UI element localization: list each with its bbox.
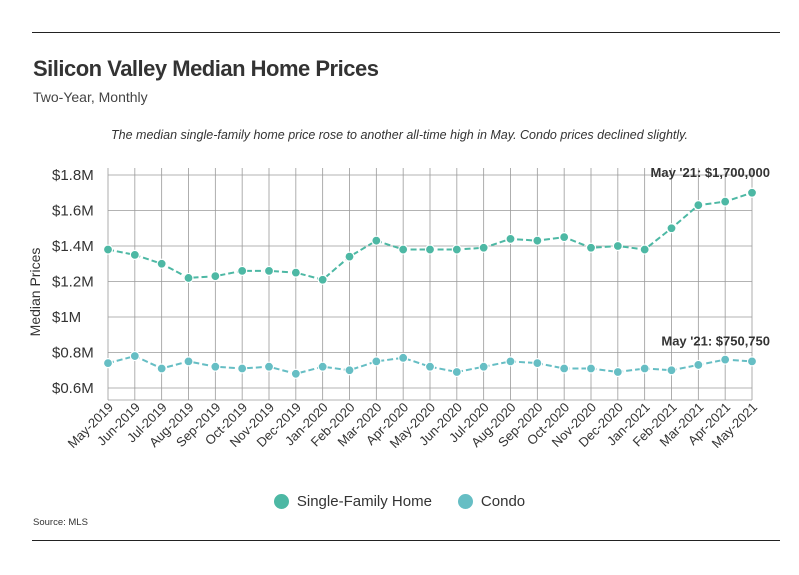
y-tick-label: $0.6M [52,380,94,397]
data-point-condo [424,361,436,372]
top-rule [32,32,780,33]
source-note: Source: MLS [33,517,88,528]
data-point-condo [746,356,758,367]
data-point-condo [585,363,597,374]
data-point-condo [237,363,248,374]
data-point-condo [693,359,704,371]
legend-swatch-condo [457,494,473,509]
y-axis-label: Median Prices [27,248,43,337]
chart-note: The median single-family home price rose… [111,128,688,142]
data-point-single-family [156,258,167,269]
data-point-condo [398,352,409,363]
data-point-single-family [639,244,650,255]
data-point-condo [183,356,194,367]
data-point-single-family [720,196,731,207]
chart-title: Silicon Valley Median Home Prices [33,56,379,81]
annotation-condo: May '21: $750,750 [661,333,770,348]
data-point-condo [371,356,382,367]
data-point-single-family [505,233,516,244]
data-point-single-family [263,265,275,276]
data-point-single-family [693,200,704,211]
data-point-condo [129,350,140,362]
data-point-single-family [210,271,221,282]
y-tick-label: $1.4M [52,238,94,255]
data-point-condo [102,358,114,369]
data-point-single-family [344,251,355,262]
data-point-single-family [532,235,543,246]
y-tick-label: $1M [52,309,81,326]
legend-label-single-family: Single-Family Home [296,493,432,510]
data-point-condo [317,361,328,372]
data-point-single-family [129,249,140,260]
data-point-condo [344,365,355,376]
line-chart: $0.6M $0.8M $1M $1.2M $1.4M $1.6M $1.8M Median … [27,165,770,451]
data-point-single-family [371,235,382,246]
data-point-single-family [585,242,597,253]
y-tick-label: $1.2M [52,274,94,291]
chart-subtitle: Two-Year, Monthly [33,89,148,105]
y-tick-label: $1.8M [52,167,94,184]
data-point-condo [532,358,543,369]
data-point-single-family [102,244,114,255]
legend-item-condo: Condo [457,493,526,510]
data-point-condo [156,363,167,374]
data-point-condo [505,356,516,367]
data-point-single-family [559,232,570,243]
legend: Single-Family Home Condo [0,493,799,510]
legend-swatch-single-family [273,494,289,509]
data-point-single-family [317,274,328,285]
y-tick-label: $0.8M [52,345,94,362]
data-point-single-family [612,240,623,252]
data-point-single-family [424,244,436,255]
data-point-condo [290,368,301,379]
data-point-single-family [478,242,489,253]
data-point-condo [451,366,462,378]
data-point-condo [720,354,731,365]
data-point-single-family [746,187,758,198]
data-point-single-family [451,244,462,255]
data-point-single-family [237,265,248,276]
data-point-single-family [183,272,194,284]
y-tick-label: $1.6M [52,203,94,220]
data-point-single-family [290,267,301,278]
data-point-condo [612,366,623,378]
bottom-rule [32,540,780,541]
annotation-single-family: May '21: $1,700,000 [651,165,770,180]
data-point-single-family [398,244,409,255]
data-point-condo [639,363,650,374]
data-point-condo [478,361,489,372]
data-point-condo [263,361,275,372]
data-point-condo [666,365,677,376]
data-point-single-family [666,223,677,234]
data-point-condo [559,363,570,374]
legend-label-condo: Condo [480,493,526,510]
legend-item-single-family: Single-Family Home [273,493,432,510]
data-point-condo [210,361,221,372]
